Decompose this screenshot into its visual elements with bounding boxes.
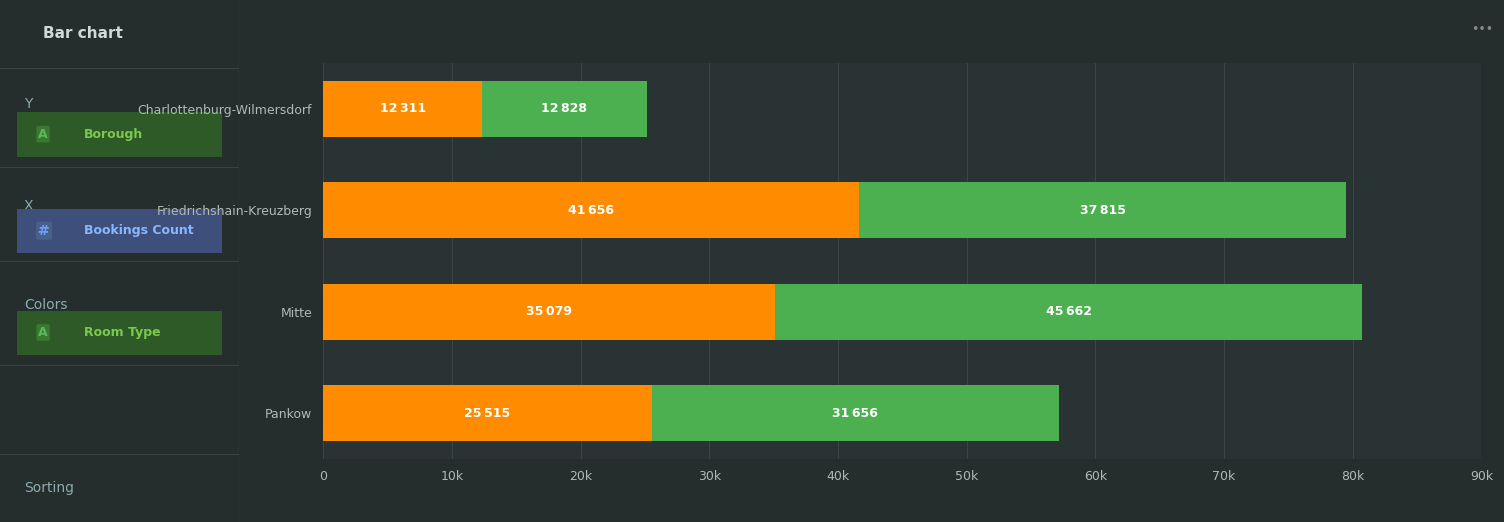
Text: 41 656: 41 656: [569, 204, 614, 217]
Bar: [323, 385, 651, 441]
Text: 37 815: 37 815: [1080, 204, 1125, 217]
Bar: [323, 81, 481, 137]
FancyBboxPatch shape: [17, 209, 223, 253]
Text: 25 515: 25 515: [465, 407, 511, 420]
Text: Bar chart: Bar chart: [44, 27, 123, 41]
FancyBboxPatch shape: [17, 112, 223, 157]
Text: A: A: [38, 128, 48, 140]
Text: 12 828: 12 828: [541, 102, 587, 115]
Text: #: #: [38, 224, 50, 238]
Text: Room Type: Room Type: [84, 326, 161, 339]
Text: 31 656: 31 656: [832, 407, 878, 420]
Text: Borough: Borough: [84, 128, 143, 140]
Text: •••: •••: [1471, 23, 1493, 37]
Bar: [651, 385, 1059, 441]
Text: Y: Y: [24, 98, 32, 111]
Bar: [323, 182, 859, 238]
Text: 12 311: 12 311: [379, 102, 426, 115]
Text: Colors: Colors: [24, 299, 68, 312]
Text: Bookings Count: Bookings Count: [84, 224, 194, 237]
Bar: [859, 182, 1346, 238]
Text: 45 662: 45 662: [1045, 305, 1092, 318]
Text: X: X: [24, 199, 33, 213]
FancyBboxPatch shape: [17, 311, 223, 355]
Text: A: A: [38, 326, 48, 339]
Text: Sorting: Sorting: [24, 481, 74, 495]
Bar: [775, 284, 1363, 340]
Bar: [481, 81, 647, 137]
Text: 35 079: 35 079: [526, 305, 572, 318]
Bar: [323, 284, 775, 340]
